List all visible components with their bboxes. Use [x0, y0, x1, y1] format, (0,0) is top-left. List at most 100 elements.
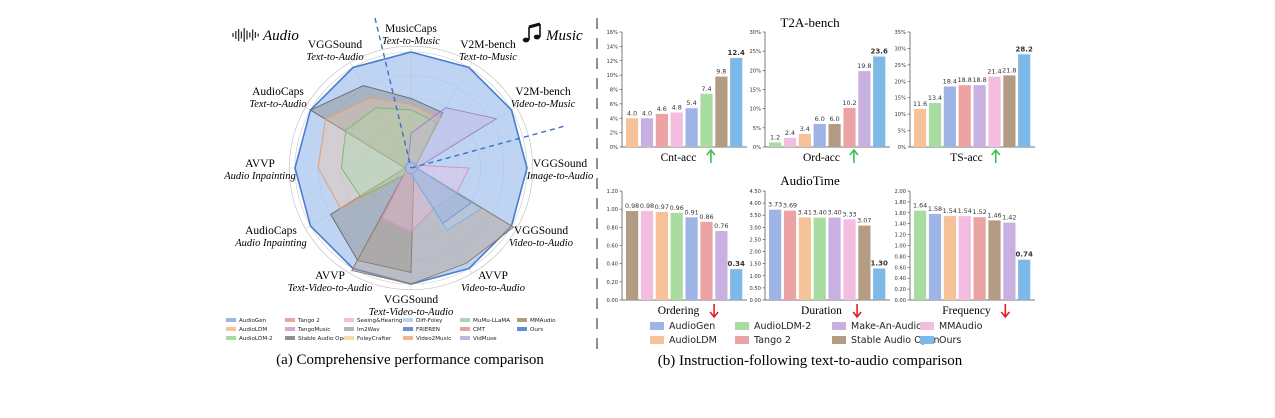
- legend-swatch: [344, 318, 354, 322]
- radar-axis-task: Text-Video-to-Audio: [369, 307, 454, 318]
- bar-chart-cnt-acc: 0% 2% 4% 6% 8% 10% 12% 14% 16% 4.0 4.0 4.6 4.8 5.4 7.4…: [606, 30, 747, 164]
- bar-value-label: 18.4: [943, 78, 957, 86]
- y-tick-label: 30%: [894, 46, 906, 52]
- legend-swatch: [226, 336, 236, 340]
- music-label: Music: [545, 28, 583, 44]
- y-tick-label: 14%: [606, 44, 618, 50]
- legend-swatch: [460, 336, 470, 340]
- bar-ours: [873, 268, 886, 300]
- y-tick-label: 0.80: [606, 225, 618, 231]
- y-tick-label: 6%: [610, 102, 618, 108]
- sound-wave-icon: [232, 28, 259, 42]
- bar-value-label: 11.6: [913, 100, 927, 108]
- bar-audioldm: [655, 211, 668, 300]
- bar-audioldm: [798, 134, 811, 147]
- legend-item: CMT: [460, 327, 486, 333]
- y-tick-label: 0.80: [894, 254, 906, 260]
- legend-item: AudioLDM-2: [226, 336, 273, 342]
- bar-value-label: 0.74: [1016, 251, 1033, 259]
- bar-audioldm-2: [928, 103, 942, 147]
- bar-chart-ts-acc: 0%5%10%15%20%25%30%35%11.613.418.4 18.8 18…: [894, 30, 1035, 164]
- radar-axis-task: Text-Video-to-Audio: [288, 283, 373, 294]
- bar-tango-2: [783, 210, 797, 300]
- section-title-audiotime: AudioTime: [780, 173, 840, 188]
- bar-value-label: 9.8: [716, 68, 726, 76]
- legend-item: Make-An-Audio2: [832, 321, 928, 332]
- legend-item: Video2Music: [403, 336, 451, 342]
- legend-label: AudioLDM-2: [754, 321, 811, 332]
- x-axis-label: Ordering: [658, 305, 700, 317]
- legend-swatch: [460, 327, 470, 331]
- bar-value-label: 3.41: [798, 208, 812, 216]
- bar-charts: 0% 2% 4% 6% 8% 10% 12% 14% 16% 4.0 4.0 4.6 4.8 5.4 7.4…: [606, 30, 1035, 319]
- legend-swatch: [735, 336, 749, 344]
- radar-axis-task: Audio Inpainting: [223, 171, 295, 182]
- legend-item: Tango 2: [735, 335, 791, 346]
- bar-value-label: 3.69: [783, 202, 797, 210]
- bar-mmaudio: [640, 211, 654, 300]
- radar-axis-dataset: V2M-bench: [515, 86, 571, 98]
- legend-label: VidMuse: [473, 336, 497, 342]
- y-tick-label: 4%: [610, 116, 618, 122]
- bar-value-label: 5.4: [687, 99, 697, 107]
- bar-value-label: 23.6: [871, 48, 888, 56]
- legend-item: Stable Audio Open: [832, 335, 940, 346]
- bar-audiogen: [813, 124, 826, 147]
- bar-value-label: 1.54: [958, 207, 972, 215]
- y-tick-label: 4.00: [749, 201, 761, 207]
- bar-audioldm: [798, 217, 811, 300]
- legend-item: FoleyCrafter: [344, 336, 392, 342]
- y-tick-label: 15%: [749, 88, 761, 94]
- radar-axis-dataset: VGGSound: [514, 225, 569, 237]
- bar-value-label: 13.4: [928, 94, 942, 102]
- bar-value-label: 3.33: [842, 210, 856, 218]
- legend-label: Im2Wav: [357, 327, 380, 333]
- legend-swatch: [403, 336, 413, 340]
- legend-item: TangoMusic: [285, 327, 330, 333]
- legend-item: MuMu-LLaMA: [460, 318, 510, 324]
- legend-item: Im2Wav: [344, 327, 380, 333]
- legend-item: MMAudio: [920, 321, 983, 332]
- bar-audioldm-2: [813, 217, 826, 300]
- bar-value-label: 0.98: [640, 202, 654, 210]
- y-tick-label: 2.00: [749, 250, 761, 256]
- audio-header: Audio: [232, 28, 299, 44]
- bar-value-label: 0.76: [714, 222, 728, 230]
- caption-b: (b) Instruction-following text-to-audio …: [658, 353, 963, 369]
- legend-label: AudioGen: [669, 321, 715, 332]
- bar-value-label: 3.07: [857, 217, 871, 225]
- y-tick-label: 1.20: [606, 189, 618, 195]
- legend-swatch: [517, 327, 527, 331]
- bar-value-label: 3.40: [813, 209, 827, 217]
- y-tick-label: 1.60: [894, 211, 906, 217]
- bar-tango-2: [843, 107, 856, 147]
- legend-label: Seeing&Hearing: [357, 318, 403, 324]
- bar-stable-audio-open: [1003, 75, 1016, 147]
- legend-swatch: [460, 318, 470, 322]
- audio-label: Audio: [262, 28, 299, 44]
- y-tick-label: 12%: [606, 59, 618, 65]
- bar-value-label: 21.8: [1002, 66, 1016, 74]
- bar-value-label: 1.42: [1002, 214, 1016, 222]
- y-tick-label: 30%: [749, 30, 761, 36]
- legend-swatch: [832, 322, 846, 330]
- bar-audiogen: [685, 217, 698, 300]
- y-tick-label: 1.50: [749, 262, 761, 268]
- legend-item: AudioGen: [650, 321, 715, 332]
- y-tick-label: 0.00: [749, 298, 761, 304]
- y-tick-label: 3.00: [749, 225, 761, 231]
- bar-value-label: 1.2: [770, 133, 780, 141]
- legend-label: FoleyCrafter: [357, 336, 392, 342]
- arrow-up-icon: [991, 148, 1001, 163]
- radar-axis-task: Image-to-Audio: [526, 171, 593, 182]
- bar-value-label: 28.2: [1016, 45, 1033, 53]
- bar-value-label: 4.0: [642, 109, 652, 117]
- bar-value-label: 4.8: [672, 104, 682, 112]
